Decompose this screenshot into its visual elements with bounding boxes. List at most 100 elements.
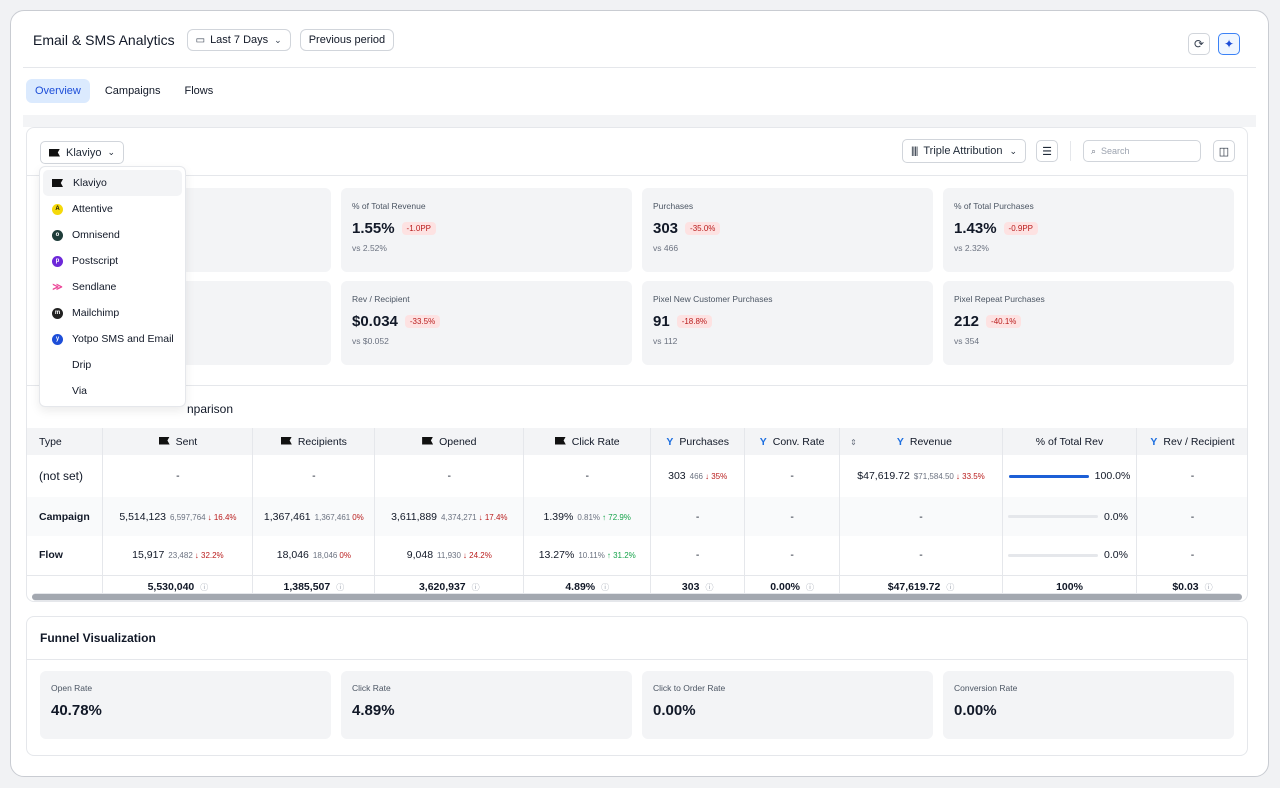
- col-header-purchases[interactable]: Y Purchases: [650, 428, 746, 455]
- horizontal-scrollbar[interactable]: [32, 593, 1242, 601]
- toolbar-divider: [27, 175, 1247, 176]
- refresh-icon[interactable]: ⟳: [1188, 33, 1210, 55]
- total-value: $47,619.72: [887, 581, 941, 594]
- dropdown-item-drip[interactable]: Drip: [43, 352, 182, 378]
- dropdown-item-label: Klaviyo: [73, 177, 107, 189]
- triple-whale-icon: Y: [1150, 435, 1158, 448]
- dropdown-item-yotpo[interactable]: y Yotpo SMS and Email: [43, 326, 182, 352]
- attribution-select[interactable]: |||| Triple Attribution ⌄: [901, 139, 1026, 163]
- change-badge: -35.0%: [685, 222, 721, 235]
- cell-value: 18,046: [276, 549, 309, 562]
- pct-rev-bar: [1008, 553, 1099, 557]
- scrollbar-thumb[interactable]: [32, 594, 1242, 600]
- tab-campaigns[interactable]: Campaigns: [104, 85, 161, 97]
- change-badge: -1.0PP: [401, 222, 437, 235]
- cell-delta: ↓ 35%: [705, 472, 728, 481]
- page-title: Email & SMS Analytics: [33, 32, 175, 48]
- cell-type: Campaign: [27, 497, 104, 536]
- cell-value: 100.0%: [1094, 470, 1131, 482]
- info-icon[interactable]: ⓘ: [946, 583, 955, 593]
- col-header-click-rate[interactable]: Click Rate: [523, 428, 652, 455]
- total-value: 0.00%: [770, 581, 800, 594]
- table-row[interactable]: Campaign 5,514,123 6,597,764 ↓ 16.4% 1,367…: [27, 497, 1247, 536]
- table-row[interactable]: (not set) - - - - 303 466 ↓ 35% - $47,619.…: [27, 455, 1247, 497]
- ai-sparkle-icon[interactable]: ✦: [1218, 33, 1240, 55]
- info-icon[interactable]: ⓘ: [200, 583, 209, 593]
- cell-opened: 3,611,889 4,374,271 ↓ 17.4%: [374, 497, 525, 536]
- date-range-label: Last 7 Days: [210, 34, 269, 46]
- info-icon[interactable]: ⓘ: [705, 583, 714, 593]
- pct-rev-bar: [1008, 474, 1089, 478]
- cell-previous: 10.11%: [578, 551, 605, 561]
- metric-previous: vs 112: [653, 336, 678, 346]
- funnel-label: Click to Order Rate: [653, 683, 726, 693]
- dropdown-item-mailchimp[interactable]: m Mailchimp: [43, 300, 182, 326]
- filter-sliders-icon[interactable]: ☰: [1036, 140, 1058, 162]
- columns-icon[interactable]: ◫: [1213, 140, 1235, 162]
- cell-previous: 466: [689, 472, 703, 481]
- sort-icon[interactable]: ⇕: [850, 437, 857, 447]
- attribution-label: Triple Attribution: [923, 145, 1003, 157]
- cell-value: 1.39%: [543, 510, 574, 523]
- cell-pct-rev: 100.0%: [1002, 455, 1137, 497]
- section-divider: [27, 385, 1247, 386]
- dropdown-item-via[interactable]: Via: [43, 378, 182, 404]
- cell-delta: ↑ 72.9%: [602, 512, 631, 522]
- col-header-sent[interactable]: Sent: [102, 428, 254, 455]
- cell-value: $47,619.72: [857, 470, 910, 482]
- provider-select[interactable]: Klaviyo ⌄: [40, 141, 125, 164]
- drip-icon: [52, 360, 63, 371]
- dropdown-item-sendlane[interactable]: ≫ Sendlane: [43, 274, 182, 300]
- tab-flows[interactable]: Flows: [184, 85, 214, 97]
- cell-conv-rate: -: [744, 497, 841, 536]
- dropdown-item-label: Mailchimp: [72, 307, 120, 319]
- metric-value: 303: [653, 220, 679, 237]
- calendar-icon: ▭: [195, 34, 206, 46]
- search-input[interactable]: ⌕ Search: [1083, 140, 1201, 162]
- dropdown-item-attentive[interactable]: A Attentive: [43, 196, 182, 222]
- col-header-label: Click Rate: [571, 435, 620, 448]
- dropdown-item-label: Drip: [72, 359, 92, 371]
- info-icon[interactable]: ⓘ: [1204, 583, 1213, 593]
- table-row[interactable]: Flow 15,917 23,482 ↓ 32.2% 18,046 18,046 0% …: [27, 536, 1247, 575]
- dropdown-item-omnisend[interactable]: o Omnisend: [43, 222, 182, 248]
- cell-previous: $71,584.50: [913, 472, 954, 481]
- dropdown-item-label: Postscript: [72, 255, 119, 267]
- cell-click-rate: -: [523, 455, 652, 497]
- klaviyo-icon: [158, 436, 170, 445]
- compare-period-button[interactable]: Previous period: [299, 29, 395, 51]
- col-header-label: Recipients: [297, 435, 347, 448]
- col-header-pct-rev[interactable]: % of Total Rev: [1002, 428, 1137, 455]
- total-value: 3,620,937: [418, 581, 466, 594]
- info-icon[interactable]: ⓘ: [601, 583, 610, 593]
- col-header-rev-recipient[interactable]: Y Rev / Recipient: [1136, 428, 1247, 455]
- date-range-button[interactable]: ▭ Last 7 Days ⌄: [186, 29, 291, 51]
- col-header-type[interactable]: Type: [27, 428, 104, 455]
- funnel-title: Funnel Visualization: [40, 631, 156, 645]
- info-icon[interactable]: ⓘ: [806, 583, 814, 593]
- col-header-conv-rate[interactable]: Y Conv. Rate: [744, 428, 841, 455]
- metric-value: 1.43%: [954, 220, 997, 237]
- dropdown-item-postscript[interactable]: p Postscript: [43, 248, 182, 274]
- provider-select-label: Klaviyo: [66, 146, 102, 159]
- col-header-recipients[interactable]: Recipients: [252, 428, 376, 455]
- tab-overview[interactable]: Overview: [26, 79, 90, 103]
- cell-revenue: $47,619.72 $71,584.50 ↓ 33.5%: [839, 455, 1003, 497]
- col-header-opened[interactable]: Opened: [374, 428, 525, 455]
- col-header-label: Revenue: [909, 435, 952, 448]
- cell-click-rate: 13.27% 10.11% ↑ 31.2%: [523, 536, 652, 575]
- cell-pct-rev: 0.0%: [1002, 497, 1137, 536]
- header-divider: [23, 67, 1256, 68]
- funnel-card: Click Rate 4.89%: [341, 671, 632, 739]
- info-icon[interactable]: ⓘ: [471, 583, 480, 593]
- total-value: $0.03: [1172, 581, 1199, 594]
- metric-label: % of Total Purchases: [954, 201, 1034, 211]
- info-icon[interactable]: ⓘ: [336, 583, 345, 593]
- comparison-title: nparison: [187, 402, 234, 416]
- funnel-value: 0.00%: [653, 702, 696, 719]
- col-header-revenue[interactable]: ⇕ Y Revenue: [839, 428, 1003, 455]
- funnel-label: Click Rate: [352, 683, 391, 693]
- app-window: Email & SMS Analytics ▭ Last 7 Days ⌄ Pr…: [10, 10, 1269, 777]
- dropdown-item-klaviyo[interactable]: Klaviyo: [43, 170, 182, 196]
- section-divider: [27, 659, 1247, 660]
